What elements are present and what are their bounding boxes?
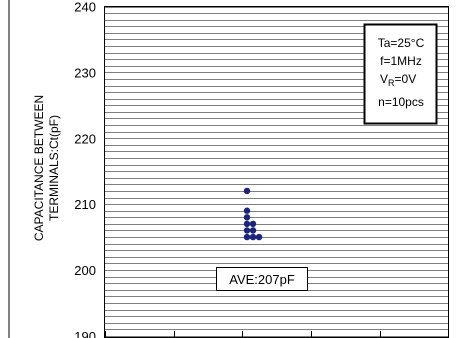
data-point xyxy=(243,233,251,241)
data-point xyxy=(249,233,257,241)
y-axis-title-line1: CAPACITANCE BETWEEN xyxy=(32,95,46,241)
data-point xyxy=(243,220,251,228)
y-tick-label: 190 xyxy=(74,329,96,338)
data-point xyxy=(243,214,251,221)
data-point xyxy=(249,220,257,228)
vr-subscript: R xyxy=(388,78,395,88)
y-tick-label: 210 xyxy=(74,197,96,212)
y-tick-label: 230 xyxy=(74,65,96,80)
y-tick-label: 200 xyxy=(74,263,96,278)
data-points xyxy=(243,187,263,241)
data-point xyxy=(243,227,251,234)
data-point xyxy=(243,207,251,214)
condition-sample-count: n=10pcs xyxy=(378,95,424,109)
vr-symbol: V xyxy=(380,72,388,86)
y-axis-title-line2: TERMINALS:Ct(pF) xyxy=(47,115,61,221)
x-tick-marks xyxy=(105,331,449,338)
data-point xyxy=(249,227,257,234)
conditions-box xyxy=(363,23,438,125)
condition-temperature: Ta=25°C xyxy=(378,36,425,50)
data-point xyxy=(243,187,251,195)
condition-frequency: f=1MHz xyxy=(380,54,422,68)
average-box xyxy=(216,267,308,291)
y-tick-labels: 190 200 210 220 230 240 xyxy=(74,0,96,338)
data-point xyxy=(255,233,263,241)
condition-reverse-voltage: VR=0V xyxy=(380,72,416,88)
y-tick-label: 240 xyxy=(74,0,96,15)
vr-value: =0V xyxy=(395,72,417,86)
y-tick-label: 220 xyxy=(74,131,96,146)
average-label: AVE:207pF xyxy=(229,272,295,287)
